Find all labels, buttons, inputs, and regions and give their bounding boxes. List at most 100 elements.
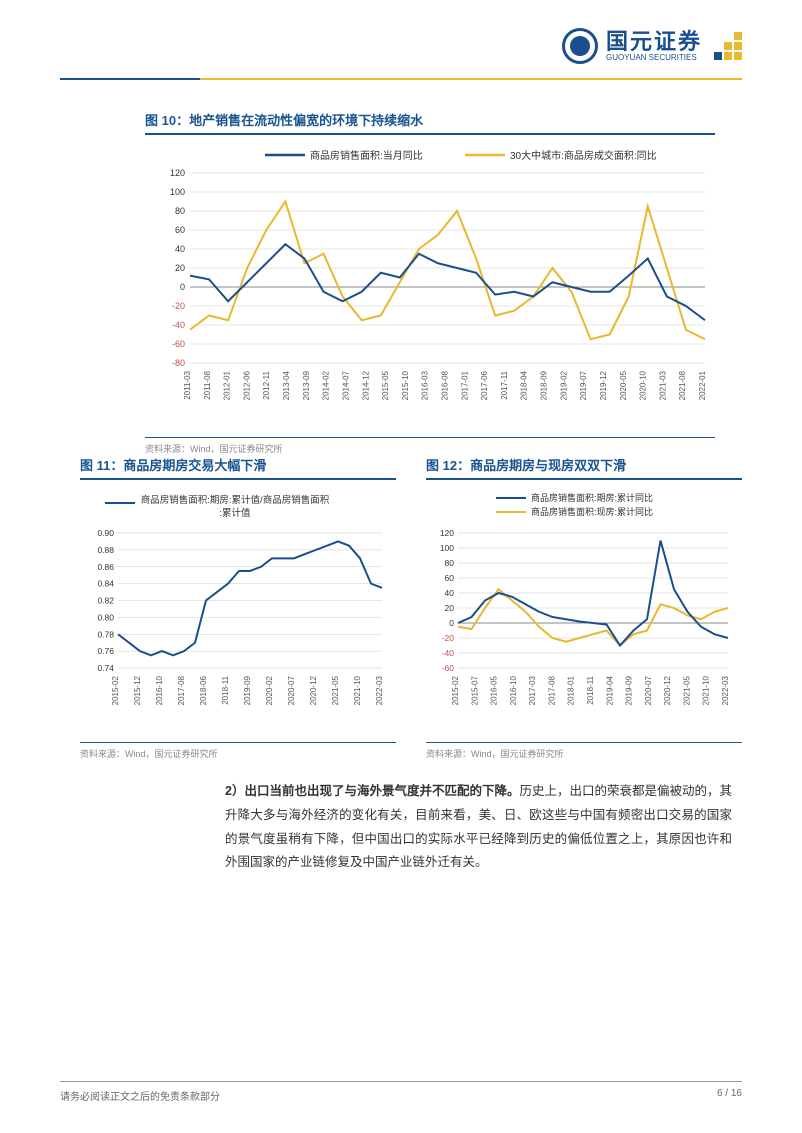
svg-text:0: 0 (180, 282, 185, 292)
svg-text:80: 80 (175, 206, 185, 216)
svg-text:0.90: 0.90 (97, 528, 114, 538)
svg-text:2020-10: 2020-10 (639, 370, 648, 400)
svg-text:商品房销售面积:期房:累计值/商品房销售面积: 商品房销售面积:期房:累计值/商品房销售面积 (141, 494, 330, 506)
svg-text:2016-03: 2016-03 (421, 370, 430, 400)
svg-text:2015-02: 2015-02 (451, 675, 460, 705)
svg-text:-80: -80 (172, 358, 185, 368)
chart-10-section: 图 10：地产销售在流动性偏宽的环境下持续缩水 商品房销售面积:当月同比 30大中… (145, 110, 715, 455)
logo-icon (562, 28, 598, 64)
svg-text:2018-11: 2018-11 (586, 675, 595, 704)
svg-text:2015-10: 2015-10 (401, 370, 410, 400)
svg-text:0.82: 0.82 (97, 596, 114, 606)
body-paragraph: 2）出口当前也出现了与海外景气度并不匹配的下降。历史上，出口的荣衰都是偏被动的，… (225, 780, 732, 875)
chart-10-svg: 商品房销售面积:当月同比30大中城市:商品房成交面积:同比-80-60-40-2… (145, 143, 715, 433)
svg-text:2012-06: 2012-06 (242, 370, 251, 400)
svg-text:0.78: 0.78 (97, 629, 114, 639)
svg-text:2022-01: 2022-01 (698, 370, 707, 400)
svg-text:2019-04: 2019-04 (605, 675, 614, 705)
svg-text:20: 20 (175, 263, 185, 273)
svg-text:100: 100 (440, 543, 454, 553)
svg-text:0.88: 0.88 (97, 545, 114, 555)
svg-text:2014-02: 2014-02 (322, 370, 331, 400)
chart-row-11-12: 图 11：商品房期房交易大幅下滑 商品房销售面积:期房:累计值/商品房销售面积:… (80, 455, 742, 760)
svg-text:商品房销售面积:期房:累计同比: 商品房销售面积:期房:累计同比 (531, 492, 653, 503)
svg-text:60: 60 (175, 225, 185, 235)
logo-text: 国元证券 GUOYUAN SECURITIES (606, 30, 702, 63)
svg-text:-20: -20 (172, 301, 185, 311)
svg-text:2021-03: 2021-03 (658, 370, 667, 400)
svg-text:商品房销售面积:当月同比: 商品房销售面积:当月同比 (310, 149, 423, 162)
svg-text:40: 40 (175, 244, 185, 254)
svg-text:2018-01: 2018-01 (567, 675, 576, 705)
svg-text:0: 0 (449, 618, 454, 628)
svg-text:2016-10: 2016-10 (155, 675, 164, 705)
svg-text:2015-12: 2015-12 (133, 675, 142, 705)
svg-text:2017-01: 2017-01 (460, 370, 469, 400)
svg-text:2016-08: 2016-08 (441, 370, 450, 400)
svg-text:2019-12: 2019-12 (599, 370, 608, 400)
chart-11-svg: 商品房销售面积:期房:累计值/商品房销售面积:累计值 0.74 0.76 0.78 0.… (80, 488, 390, 738)
svg-text:2020-02: 2020-02 (265, 675, 274, 705)
svg-text:2018-11: 2018-11 (221, 675, 230, 704)
svg-text:2021-05: 2021-05 (331, 675, 340, 705)
svg-text:2012-11: 2012-11 (262, 370, 271, 399)
footer-disclaimer: 请务必阅读正文之后的免责条款部分 (60, 1088, 220, 1103)
chart-11-source: 资料来源：Wind，国元证券研究所 (80, 742, 396, 760)
svg-text:2020-07: 2020-07 (287, 675, 296, 705)
svg-text:2017-11: 2017-11 (500, 370, 509, 399)
svg-text:30大中城市:商品房成交面积:同比: 30大中城市:商品房成交面积:同比 (510, 149, 657, 162)
chart-10-title: 图 10：地产销售在流动性偏宽的环境下持续缩水 (145, 110, 715, 135)
svg-text:2022-03: 2022-03 (721, 675, 730, 705)
svg-text:-20: -20 (442, 633, 455, 643)
svg-text:2011-03: 2011-03 (183, 370, 192, 399)
svg-text:100: 100 (170, 187, 185, 197)
logo-pixel-icon (714, 32, 742, 60)
svg-text:2022-03: 2022-03 (375, 675, 384, 705)
header-logo-block: 国元证券 GUOYUAN SECURITIES (562, 28, 742, 64)
chart-12-svg: 商品房销售面积:期房:累计同比商品房销售面积:现房:累计同比-60-40-200… (426, 488, 736, 738)
svg-text:2017-08: 2017-08 (177, 675, 186, 705)
svg-text:2018-06: 2018-06 (199, 675, 208, 705)
svg-text:2014-12: 2014-12 (361, 370, 370, 400)
svg-text:2019-09: 2019-09 (625, 675, 634, 705)
svg-text:2019-09: 2019-09 (243, 675, 252, 705)
svg-text:2021-10: 2021-10 (353, 675, 362, 705)
svg-text:2016-05: 2016-05 (490, 675, 499, 705)
svg-text:2015-05: 2015-05 (381, 370, 390, 400)
svg-text::累计值: :累计值 (219, 507, 251, 519)
svg-text:2016-10: 2016-10 (509, 675, 518, 705)
svg-text:2013-09: 2013-09 (302, 370, 311, 400)
svg-text:0.84: 0.84 (97, 579, 114, 589)
svg-text:2017-06: 2017-06 (480, 370, 489, 400)
svg-text:120: 120 (440, 528, 454, 538)
svg-text:0.86: 0.86 (97, 562, 114, 572)
company-name-cn: 国元证券 (606, 30, 702, 54)
svg-text:2011-08: 2011-08 (203, 370, 212, 399)
svg-text:2015-02: 2015-02 (111, 675, 120, 705)
chart-12-section: 图 12：商品房期房与现房双双下滑 商品房销售面积:期房:累计同比商品房销售面积… (426, 455, 742, 760)
chart-12-source: 资料来源：Wind，国元证券研究所 (426, 742, 742, 760)
chart-11-section: 图 11：商品房期房交易大幅下滑 商品房销售面积:期房:累计值/商品房销售面积:… (80, 455, 396, 760)
chart-11-title: 图 11：商品房期房交易大幅下滑 (80, 455, 396, 480)
footer-page: 6 / 16 (717, 1088, 742, 1103)
svg-text:-40: -40 (172, 320, 185, 330)
svg-text:0.76: 0.76 (97, 646, 114, 656)
svg-text:0.74: 0.74 (97, 663, 114, 673)
svg-text:-60: -60 (442, 663, 455, 673)
svg-text:2019-07: 2019-07 (579, 370, 588, 400)
svg-text:2018-09: 2018-09 (540, 370, 549, 400)
svg-text:2020-12: 2020-12 (309, 675, 318, 705)
svg-text:40: 40 (445, 588, 455, 598)
svg-text:120: 120 (170, 168, 185, 178)
body-prefix: 2）出口当前也出现了与海外景气度并不匹配的下降。 (225, 784, 519, 798)
svg-text:商品房销售面积:现房:累计同比: 商品房销售面积:现房:累计同比 (531, 506, 653, 517)
svg-text:2018-04: 2018-04 (520, 370, 529, 400)
page-footer: 请务必阅读正文之后的免责条款部分 6 / 16 (60, 1081, 742, 1103)
svg-text:2021-08: 2021-08 (678, 370, 687, 400)
svg-text:20: 20 (445, 603, 455, 613)
svg-text:2012-01: 2012-01 (223, 370, 232, 400)
svg-text:2017-03: 2017-03 (528, 675, 537, 705)
chart-12-title: 图 12：商品房期房与现房双双下滑 (426, 455, 742, 480)
svg-text:2021-10: 2021-10 (702, 675, 711, 705)
svg-text:2014-07: 2014-07 (341, 370, 350, 400)
